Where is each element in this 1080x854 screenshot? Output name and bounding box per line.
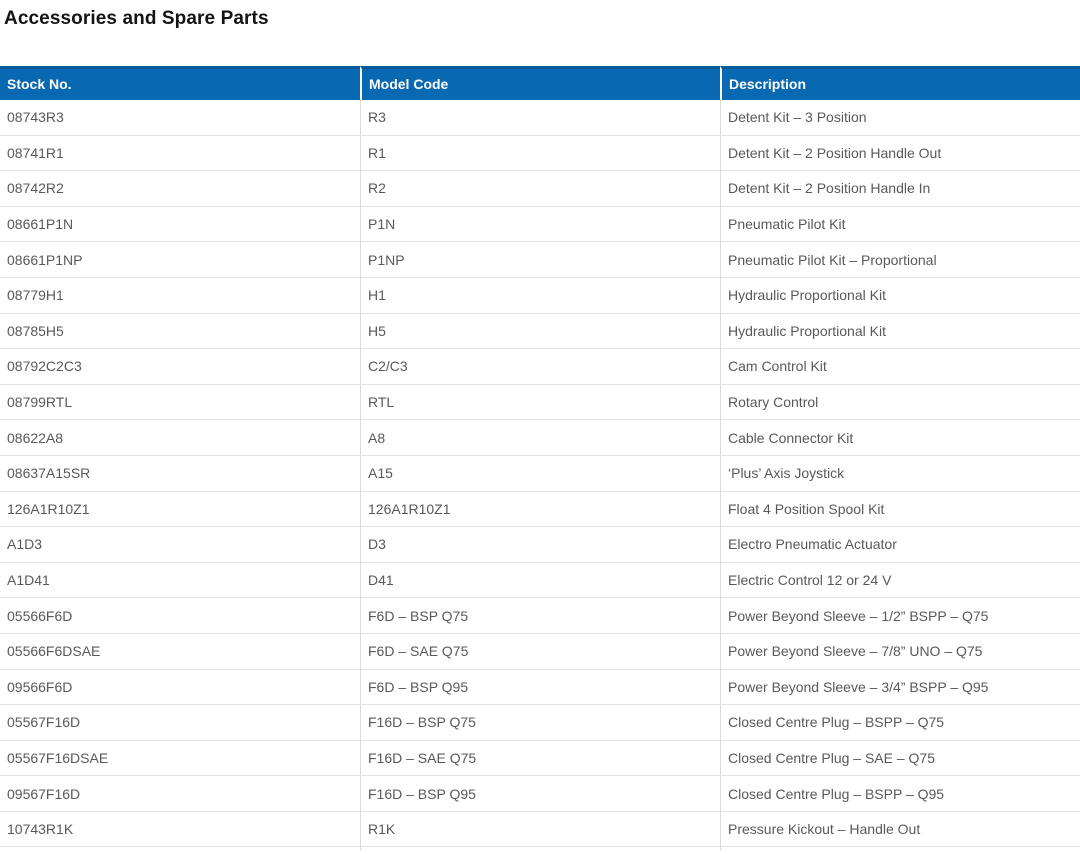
- table-row: A1D41 D41 Electric Control 12 or 24 V: [0, 562, 1080, 599]
- cell-model: A8: [360, 420, 720, 456]
- cell-model: R1: [360, 135, 720, 172]
- cell-stock: 08661P1N: [0, 206, 360, 243]
- column-header-description: Description: [720, 66, 1080, 100]
- table-row: 08622A8 A8 Cable Connector Kit: [0, 420, 1080, 456]
- cell-model: D41: [360, 562, 720, 599]
- partial-cell: [720, 847, 1080, 852]
- cell-stock: 05566F6DSAE: [0, 633, 360, 670]
- cell-model: F6D – BSP Q75: [360, 598, 720, 634]
- cell-model: H5: [360, 313, 720, 350]
- table-row: 126A1R10Z1 126A1R10Z1 Float 4 Position Spo…: [0, 491, 1080, 528]
- table-row: 08799RTL RTL Rotary Control: [0, 384, 1080, 421]
- partial-cell: [360, 847, 720, 852]
- table-body: 08743R3 R3 Detent Kit – 3 Position 08741R1 R…: [0, 100, 1080, 852]
- cell-description: Cam Control Kit: [720, 349, 1080, 385]
- table-row: 08637A15SR A15 ‘Plus’ Axis Joystick: [0, 455, 1080, 492]
- cell-stock: 09566F6D: [0, 669, 360, 706]
- table-row: A1D3 D3 Electro Pneumatic Actuator: [0, 527, 1080, 563]
- table-row: 08743R3 R3 Detent Kit – 3 Position: [0, 100, 1080, 136]
- cell-stock: 08622A8: [0, 420, 360, 456]
- cell-model: D3: [360, 527, 720, 563]
- table-header: Stock No. Model Code Description: [0, 66, 1080, 100]
- cell-model: R2: [360, 171, 720, 207]
- cell-description: Closed Centre Plug – BSPP – Q75: [720, 705, 1080, 741]
- cell-model: P1NP: [360, 242, 720, 278]
- cell-stock: 08779H1: [0, 277, 360, 314]
- table-row: 08779H1 H1 Hydraulic Proportional Kit: [0, 277, 1080, 314]
- table-row: 05566F6D F6D – BSP Q75 Power Beyond Sleeve…: [0, 598, 1080, 634]
- cell-model: F16D – SAE Q75: [360, 740, 720, 777]
- cell-description: Detent Kit – 3 Position: [720, 100, 1080, 136]
- cell-stock: 05567F16D: [0, 705, 360, 741]
- cell-model: A15: [360, 455, 720, 492]
- table-row: 05566F6DSAE F6D – SAE Q75 Power Beyond Sle…: [0, 633, 1080, 670]
- table-row: 08792C2C3 C2/C3 Cam Control Kit: [0, 349, 1080, 385]
- cell-stock: 08799RTL: [0, 384, 360, 421]
- cell-model: 126A1R10Z1: [360, 491, 720, 528]
- table-row: 08661P1N P1N Pneumatic Pilot Kit: [0, 206, 1080, 243]
- cell-stock: 126A1R10Z1: [0, 491, 360, 528]
- accessories-table: Stock No. Model Code Description 08743R3…: [0, 66, 1080, 852]
- table-row: 05567F16D F16D – BSP Q75 Closed Centre Plu…: [0, 705, 1080, 741]
- cell-description: Detent Kit – 2 Position Handle In: [720, 171, 1080, 207]
- cell-stock: A1D41: [0, 562, 360, 599]
- cell-stock: 08785H5: [0, 313, 360, 350]
- cell-description: ‘Plus’ Axis Joystick: [720, 455, 1080, 492]
- cell-stock: 08661P1NP: [0, 242, 360, 278]
- cell-description: Rotary Control: [720, 384, 1080, 421]
- cell-description: Power Beyond Sleeve – 1/2” BSPP – Q75: [720, 598, 1080, 634]
- cell-model: F6D – BSP Q95: [360, 669, 720, 706]
- cell-model: H1: [360, 277, 720, 314]
- cell-description: Closed Centre Plug – SAE – Q75: [720, 740, 1080, 777]
- table-row: 09566F6D F6D – BSP Q95 Power Beyond Sleeve…: [0, 669, 1080, 706]
- cell-description: Hydraulic Proportional Kit: [720, 277, 1080, 314]
- cell-stock: 08743R3: [0, 100, 360, 136]
- cell-model: R1K: [360, 811, 720, 848]
- cell-model: F16D – BSP Q95: [360, 776, 720, 812]
- table-row: 05567F16DSAE F16D – SAE Q75 Closed Centre …: [0, 740, 1080, 777]
- column-header-model-code: Model Code: [360, 66, 720, 100]
- cell-model: C2/C3: [360, 349, 720, 385]
- cell-stock: 10743R1K: [0, 811, 360, 848]
- table-row: 10743R1K R1K Pressure Kickout – Handle Out: [0, 811, 1080, 848]
- cell-description: Power Beyond Sleeve – 3/4” BSPP – Q95: [720, 669, 1080, 706]
- cell-description: Hydraulic Proportional Kit: [720, 313, 1080, 350]
- cell-description: Pneumatic Pilot Kit – Proportional: [720, 242, 1080, 278]
- cell-description: Power Beyond Sleeve – 7/8” UNO – Q75: [720, 633, 1080, 670]
- cell-stock: 05566F6D: [0, 598, 360, 634]
- column-header-stock-no: Stock No.: [0, 66, 360, 100]
- cell-stock: 08742R2: [0, 171, 360, 207]
- cell-description: Electro Pneumatic Actuator: [720, 527, 1080, 563]
- partial-cell: [0, 847, 360, 852]
- table-row: 08741R1 R1 Detent Kit – 2 Position Handle …: [0, 135, 1080, 172]
- cell-stock: 08637A15SR: [0, 455, 360, 492]
- cell-stock: 09567F16D: [0, 776, 360, 812]
- table-row: 09567F16D F16D – BSP Q95 Closed Centre Plu…: [0, 776, 1080, 812]
- table-row: 08661P1NP P1NP Pneumatic Pilot Kit – Propo…: [0, 242, 1080, 278]
- cell-stock: 08792C2C3: [0, 349, 360, 385]
- cell-description: Detent Kit – 2 Position Handle Out: [720, 135, 1080, 172]
- cell-stock: A1D3: [0, 527, 360, 563]
- cell-stock: 08741R1: [0, 135, 360, 172]
- table-header-row: Stock No. Model Code Description: [0, 66, 1080, 100]
- partial-row: [0, 847, 1080, 852]
- cell-stock: 05567F16DSAE: [0, 740, 360, 777]
- cell-description: Closed Centre Plug – BSPP – Q95: [720, 776, 1080, 812]
- cell-model: F6D – SAE Q75: [360, 633, 720, 670]
- cell-description: Pneumatic Pilot Kit: [720, 206, 1080, 243]
- cell-description: Electric Control 12 or 24 V: [720, 562, 1080, 599]
- cell-model: R3: [360, 100, 720, 136]
- cell-model: F16D – BSP Q75: [360, 705, 720, 741]
- cell-description: Pressure Kickout – Handle Out: [720, 811, 1080, 848]
- table-row: 08742R2 R2 Detent Kit – 2 Position Handle …: [0, 171, 1080, 207]
- table-row: 08785H5 H5 Hydraulic Proportional Kit: [0, 313, 1080, 350]
- cell-description: Cable Connector Kit: [720, 420, 1080, 456]
- cell-model: RTL: [360, 384, 720, 421]
- page-title: Accessories and Spare Parts: [4, 8, 269, 29]
- cell-model: P1N: [360, 206, 720, 243]
- cell-description: Float 4 Position Spool Kit: [720, 491, 1080, 528]
